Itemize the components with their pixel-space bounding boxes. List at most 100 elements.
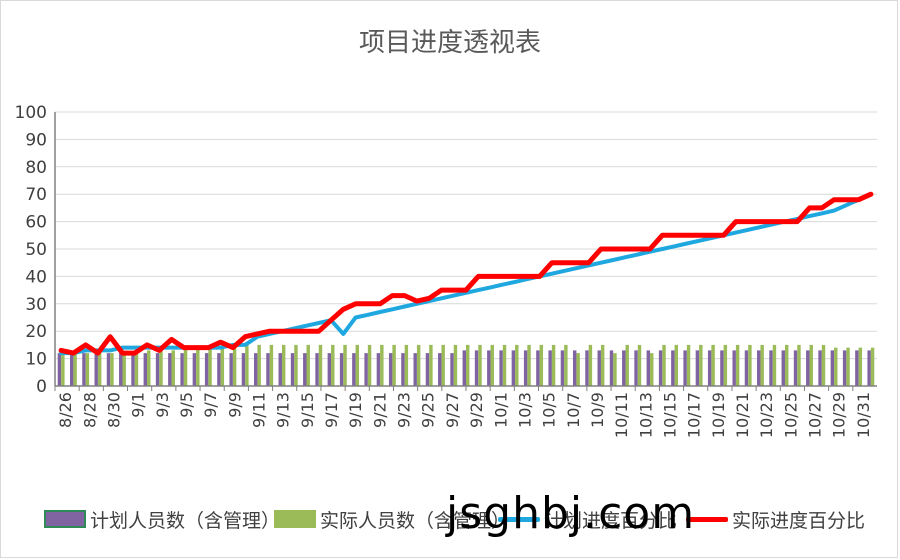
bar-actual-staff: [527, 344, 531, 386]
bar-plan-staff: [290, 353, 295, 386]
bar-actual-staff: [490, 344, 494, 386]
bar-plan-staff: [376, 353, 381, 386]
bar-actual-staff: [220, 347, 225, 386]
bar-plan-staff: [69, 353, 74, 386]
bar-actual-staff: [846, 347, 850, 386]
x-tick-label: 10/5: [540, 392, 559, 428]
bar-actual-staff: [870, 347, 875, 386]
bar-plan-staff: [769, 350, 773, 386]
bar-plan-staff: [327, 353, 332, 386]
bar-plan-staff: [671, 350, 675, 386]
bar-actual-staff: [367, 344, 372, 386]
bar-plan-staff: [94, 353, 98, 386]
bar-actual-staff: [85, 353, 90, 386]
bar-plan-staff: [658, 350, 663, 386]
bar-actual-staff: [343, 344, 347, 386]
bar-plan-staff: [438, 353, 442, 386]
x-tick-label: 9/19: [346, 392, 365, 428]
bar-actual-staff: [600, 344, 605, 386]
y-tick-label: 80: [25, 158, 47, 178]
x-tick-label: 10/23: [757, 392, 776, 438]
x-tick-label: 9/21: [370, 392, 389, 428]
bar-plan-staff: [830, 350, 835, 386]
x-tick-label: 10/7: [564, 392, 583, 428]
bar-actual-staff: [662, 344, 666, 386]
bar-actual-staff: [588, 344, 593, 386]
y-tick-label: 50: [25, 240, 47, 260]
bar-plan-staff: [548, 350, 552, 386]
bar-actual-staff: [699, 344, 703, 386]
bar-plan-staff: [180, 353, 184, 386]
x-tick-label: 9/11: [250, 392, 269, 428]
bar-actual-staff: [159, 350, 163, 386]
x-tick-label: 9/13: [274, 392, 293, 428]
x-tick-label: 9/9: [225, 392, 244, 418]
bar-actual-staff: [650, 353, 654, 386]
bar-plan-staff: [683, 350, 687, 386]
legend-swatch-plan-staff: [44, 510, 86, 528]
x-tick-label: 9/17: [322, 392, 341, 428]
bar-plan-staff: [278, 353, 282, 386]
x-tick-label: 8/26: [56, 392, 75, 428]
bar-actual-staff: [183, 347, 188, 386]
bar-plan-staff: [781, 350, 785, 386]
legend-label-plan-staff: 计划人员数（含管理）: [90, 509, 281, 532]
bar-actual-staff: [735, 344, 740, 386]
bar-plan-staff: [303, 353, 307, 386]
legend-item-actual-progress: 实际进度百分比: [686, 504, 865, 534]
bar-actual-staff: [355, 344, 360, 386]
bar-plan-staff: [634, 350, 638, 386]
bar-actual-staff: [110, 353, 114, 386]
y-tick-label: 70: [25, 185, 47, 205]
bar-plan-staff: [523, 350, 528, 386]
y-tick-label: 40: [25, 267, 47, 287]
legend-label-actual-staff: 实际人员数（含管理）: [320, 509, 511, 532]
bar-actual-staff: [331, 344, 335, 386]
bar-actual-staff: [392, 344, 396, 386]
x-tick-label: 9/7: [201, 392, 220, 418]
bar-actual-staff: [281, 344, 286, 386]
bar-plan-staff: [241, 353, 246, 386]
x-tick-label: 10/1: [491, 392, 510, 428]
x-tick-label: 9/1: [129, 392, 148, 418]
bar-plan-staff: [106, 353, 111, 386]
bar-actual-staff: [61, 353, 65, 386]
line-series: [58, 191, 874, 356]
x-tick-label: 10/17: [685, 392, 704, 438]
x-tick-label: 10/9: [588, 392, 607, 428]
bar-plan-staff: [499, 350, 503, 386]
bar-actual-staff: [196, 347, 200, 386]
y-tick-label: 100: [15, 103, 47, 123]
grid-lines: [55, 111, 877, 360]
line-actual-progress: [58, 191, 874, 356]
bar-plan-staff: [474, 350, 479, 386]
bar-plan-staff: [720, 350, 724, 386]
bar-actual-staff: [772, 344, 777, 386]
bar-actual-staff: [821, 344, 826, 386]
bar-actual-staff: [97, 353, 102, 386]
watermark: jsghbj.com: [446, 488, 696, 539]
x-tick-label: 10/21: [733, 392, 752, 438]
bar-plan-staff: [744, 350, 749, 386]
legend-swatch-actual-staff: [274, 510, 316, 528]
y-tick-label: 90: [25, 130, 47, 150]
legend: 计划人员数（含管理） 实际人员数（含管理） 计划进度百分比 实际进度百分比: [40, 504, 880, 534]
bar-actual-staff: [416, 344, 421, 386]
bar-plan-staff: [855, 350, 859, 386]
bar-plan-staff: [585, 350, 589, 386]
legend-item-plan-staff: 计划人员数（含管理）: [44, 504, 280, 534]
chart-title: 项目进度透视表: [358, 28, 541, 58]
legend-label-plan-progress: 计划进度百分比: [544, 509, 678, 532]
bar-actual-staff: [404, 344, 409, 386]
bar-plan-staff: [842, 350, 847, 386]
bar-plan-staff: [253, 353, 258, 386]
bar-plan-staff: [192, 353, 197, 386]
x-tick-label: 9/5: [177, 392, 196, 418]
bar-plan-staff: [695, 350, 700, 386]
x-tick-label: 9/27: [443, 392, 462, 428]
x-tick-label: 9/3: [153, 392, 172, 418]
bar-plan-staff: [57, 353, 62, 386]
x-tick-label: 9/29: [467, 392, 486, 428]
